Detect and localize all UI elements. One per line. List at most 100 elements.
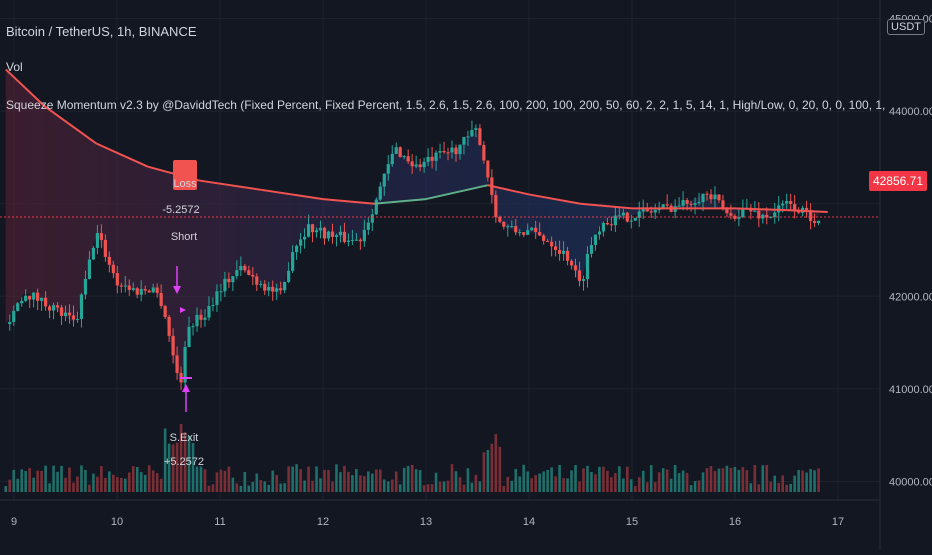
candle-body xyxy=(514,226,518,233)
candle-body xyxy=(530,227,534,231)
candle-body xyxy=(95,233,99,248)
candle-body xyxy=(478,128,482,145)
candle-body xyxy=(538,231,542,236)
candle-body xyxy=(557,249,562,254)
volume-bar xyxy=(279,483,282,492)
loss-value: -5.2572 xyxy=(162,204,199,216)
candle-body xyxy=(657,209,661,211)
volume-bar xyxy=(458,477,462,492)
volume-bar xyxy=(394,471,398,492)
volume-bar xyxy=(522,464,526,492)
candle-body xyxy=(59,307,64,317)
volume-bar xyxy=(753,464,757,492)
volume-bar xyxy=(131,466,135,492)
candle-body xyxy=(71,315,76,320)
candle-body xyxy=(661,204,665,210)
candle-body xyxy=(8,321,12,325)
volume-indicator-label[interactable]: Vol xyxy=(6,60,23,74)
candle-body xyxy=(677,205,681,207)
candle-body xyxy=(398,147,402,157)
volume-bar xyxy=(291,466,294,492)
currency-badge[interactable]: USDT xyxy=(887,19,925,35)
moving-average-line xyxy=(322,198,375,205)
volume-bar xyxy=(179,424,183,492)
price-tick-label: 41000.00 xyxy=(889,384,932,396)
candle-body xyxy=(653,209,657,213)
candle-body xyxy=(709,194,713,200)
symbol-title[interactable]: Bitcoin / TetherUS, 1h, BINANCE xyxy=(6,24,197,39)
volume-bar xyxy=(618,466,621,492)
volume-bar xyxy=(307,466,310,492)
volume-bar xyxy=(498,446,502,492)
candle-body xyxy=(542,235,546,241)
candle-body xyxy=(550,241,554,247)
volume-bar xyxy=(347,471,350,492)
volume-bar xyxy=(422,485,426,492)
volume-bar xyxy=(701,472,705,492)
candle-body xyxy=(119,285,123,287)
candle-body xyxy=(239,265,243,271)
volume-bar xyxy=(231,477,235,492)
candle-body xyxy=(219,291,223,293)
candle-body xyxy=(442,151,446,153)
candle-body xyxy=(346,240,351,242)
moving-average-line xyxy=(528,193,581,205)
volume-bar xyxy=(315,466,318,492)
candle-body xyxy=(765,214,769,218)
candle-body xyxy=(681,200,685,206)
volume-bar xyxy=(637,477,641,492)
candle-body xyxy=(291,252,295,271)
volume-bar xyxy=(96,476,99,492)
candle-body xyxy=(195,314,199,327)
candle-body xyxy=(135,288,139,295)
candle-body xyxy=(450,147,454,153)
candle-body xyxy=(36,292,40,301)
candle-body xyxy=(51,305,56,311)
volume-bar xyxy=(414,469,418,492)
volume-bar xyxy=(757,484,761,492)
volume-bar xyxy=(542,471,545,492)
volume-bar xyxy=(745,470,749,492)
entry-marker xyxy=(180,307,186,313)
volume-bar xyxy=(566,478,569,492)
volume-bar xyxy=(813,470,816,492)
volume-bar xyxy=(741,467,745,492)
volume-bar xyxy=(207,485,211,492)
candle-body xyxy=(593,234,598,245)
candle-body xyxy=(781,203,785,206)
volume-bar xyxy=(56,471,59,492)
candle-body xyxy=(773,212,777,217)
candle-body xyxy=(163,306,167,317)
volume-bar xyxy=(590,472,593,492)
moving-average-line xyxy=(487,184,530,196)
candle-body xyxy=(79,294,84,319)
moving-average-line xyxy=(374,198,427,205)
volume-bar xyxy=(562,478,565,492)
candle-body xyxy=(115,273,119,286)
volume-bar xyxy=(550,467,553,492)
volume-bar xyxy=(4,485,8,492)
candle-body xyxy=(155,287,159,293)
volume-bar xyxy=(44,465,47,492)
volume-bar xyxy=(474,474,478,492)
candle-body xyxy=(462,137,466,145)
candle-body xyxy=(769,216,773,218)
candle-body xyxy=(458,144,462,155)
volume-bar xyxy=(797,469,800,492)
candle-body xyxy=(111,264,115,274)
candle-body xyxy=(24,295,28,301)
volume-bar xyxy=(52,465,55,492)
indicator-label[interactable]: Squeeze Momentum v2.3 by @DaviddTech (Fi… xyxy=(6,98,886,112)
candle-body xyxy=(75,318,80,320)
loss-label: Loss xyxy=(173,178,197,190)
candle-body xyxy=(729,213,733,216)
candle-body xyxy=(406,156,410,162)
volume-bar xyxy=(28,468,31,492)
volume-bar xyxy=(386,481,390,492)
candle-body xyxy=(561,250,566,254)
candle-body xyxy=(757,210,761,219)
volume-bar xyxy=(454,471,458,492)
volume-bar xyxy=(80,465,83,492)
